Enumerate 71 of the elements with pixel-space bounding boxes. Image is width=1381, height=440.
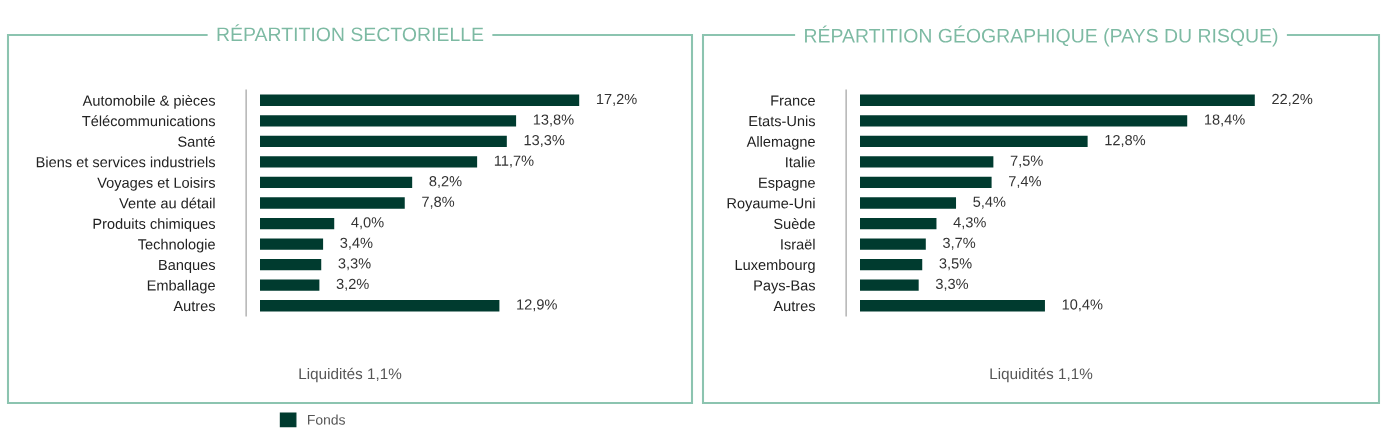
data-label: 12,9% [517, 299, 557, 312]
data-label: 3,2% [336, 278, 369, 291]
y-tick-label: Allemagne [746, 136, 815, 150]
y-tick-label: Produits chimiques [93, 218, 216, 232]
bar [860, 300, 1045, 312]
legend-label: Fonds [308, 414, 345, 425]
y-tick-label: Autres [173, 300, 216, 312]
y-tick-label: Banques [159, 259, 216, 273]
bar [260, 258, 322, 271]
y-tick-label: Luxembourg [735, 259, 815, 273]
y-tick-label: Pays-Bas [754, 280, 816, 294]
y-tick-label: Santé [178, 135, 215, 147]
bar [260, 94, 580, 106]
data-label: 7,5% [1010, 155, 1043, 168]
chart-title: RÉPARTITION GÉOGRAPHIQUE (PAYS DU RISQUE) [805, 25, 1278, 47]
y-tick-label: Technologie [138, 238, 215, 253]
bar [860, 238, 926, 250]
data-label: 3,4% [340, 237, 373, 250]
data-label: 7,8% [422, 196, 455, 209]
data-label: 3,7% [943, 237, 976, 250]
text: Liquidités 1,1% [990, 367, 1093, 383]
bar [860, 197, 957, 209]
data-label: 8,2% [429, 176, 462, 189]
data-label: 3,5% [939, 258, 972, 271]
data-label: 7,4% [1009, 176, 1041, 189]
data-label: 3,3% [338, 258, 371, 271]
bar [860, 156, 994, 168]
y-tick-label: Voyages et Loisirs [97, 177, 216, 191]
bar [260, 176, 413, 189]
bar [260, 135, 507, 148]
bar [860, 115, 1188, 127]
bar [260, 197, 405, 209]
y-tick-label: Royaume-Uni [727, 197, 815, 212]
y-tick-label: Israël [781, 238, 815, 250]
bar [860, 176, 992, 189]
y-tick-label: France [771, 95, 815, 106]
data-label: 4,3% [953, 217, 986, 230]
bar [260, 217, 335, 230]
y-tick-label: Automobile & pièces [82, 94, 216, 109]
y-tick-label: Espagne [759, 177, 815, 191]
data-label: 4,0% [351, 217, 384, 230]
bar [860, 94, 1255, 106]
bar [860, 135, 1088, 148]
bar [260, 279, 320, 291]
y-tick-label: Suède [774, 218, 815, 229]
chart-title: RÉPARTITION SECTORIELLE [217, 24, 484, 42]
bar [260, 115, 517, 127]
y-tick-label: Vente au détail [119, 197, 215, 209]
y-tick-label: Biens et services industriels [36, 156, 216, 168]
data-label: 18,4% [1205, 114, 1245, 127]
text: Liquidités 1,1% [299, 367, 402, 383]
bar [260, 238, 324, 250]
data-label: 13,8% [533, 114, 574, 127]
y-tick-label: Etats-Unis [749, 115, 816, 127]
bar [260, 156, 478, 168]
data-label: 10,4% [1062, 299, 1103, 312]
y-tick-label: Italie [786, 156, 815, 168]
y-tick-label: Autres [773, 300, 816, 312]
data-label: 22,2% [1272, 93, 1313, 106]
data-label: 5,4% [973, 196, 1006, 209]
data-label: 17,2% [596, 93, 637, 106]
y-tick-label: Télécommunications [82, 115, 216, 127]
bar [860, 258, 923, 271]
bar [860, 279, 919, 291]
bar [260, 300, 500, 312]
data-label: 3,3% [935, 278, 969, 291]
bar [860, 217, 937, 230]
data-label: 11,7% [494, 155, 534, 168]
data-label: 12,8% [1105, 134, 1146, 147]
data-label: 13,3% [524, 134, 565, 147]
y-tick-label: Emballage [147, 279, 215, 294]
